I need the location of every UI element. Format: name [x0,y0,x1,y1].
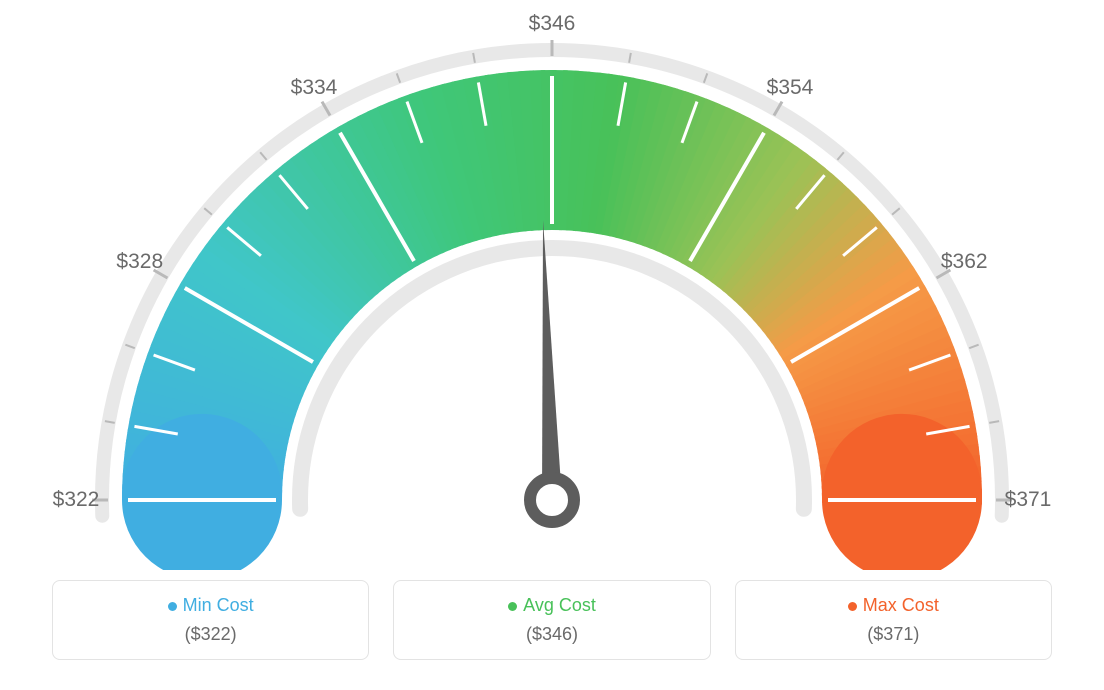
min-cost-title: Min Cost [183,595,254,615]
min-cost-title-row: Min Cost [53,595,368,616]
min-cost-card: Min Cost ($322) [52,580,369,660]
gauge-tick-label: $334 [291,76,338,100]
gauge-tick-label: $328 [116,250,163,274]
summary-cards: Min Cost ($322) Avg Cost ($346) Max Cost… [0,580,1104,660]
max-cost-card: Max Cost ($371) [735,580,1052,660]
avg-cost-title: Avg Cost [523,595,596,615]
avg-cost-dot [508,602,517,611]
gauge-svg [0,0,1104,570]
max-cost-title: Max Cost [863,595,939,615]
min-cost-value: ($322) [53,624,368,645]
max-cost-dot [848,602,857,611]
gauge-chart: $322 $328 $334 $346 $354 $362 $371 [0,0,1104,570]
chart-container: $322 $328 $334 $346 $354 $362 $371 Min Cost ($… [0,0,1104,690]
avg-cost-title-row: Avg Cost [394,595,709,616]
gauge-tick-label: $362 [941,250,988,274]
gauge-tick-label: $371 [1005,488,1052,512]
gauge-tick-label: $322 [53,488,100,512]
gauge-tick-label: $346 [529,12,576,36]
avg-cost-value: ($346) [394,624,709,645]
min-cost-dot [168,602,177,611]
avg-cost-card: Avg Cost ($346) [393,580,710,660]
max-cost-title-row: Max Cost [736,595,1051,616]
max-cost-value: ($371) [736,624,1051,645]
gauge-tick-label: $354 [767,76,814,100]
